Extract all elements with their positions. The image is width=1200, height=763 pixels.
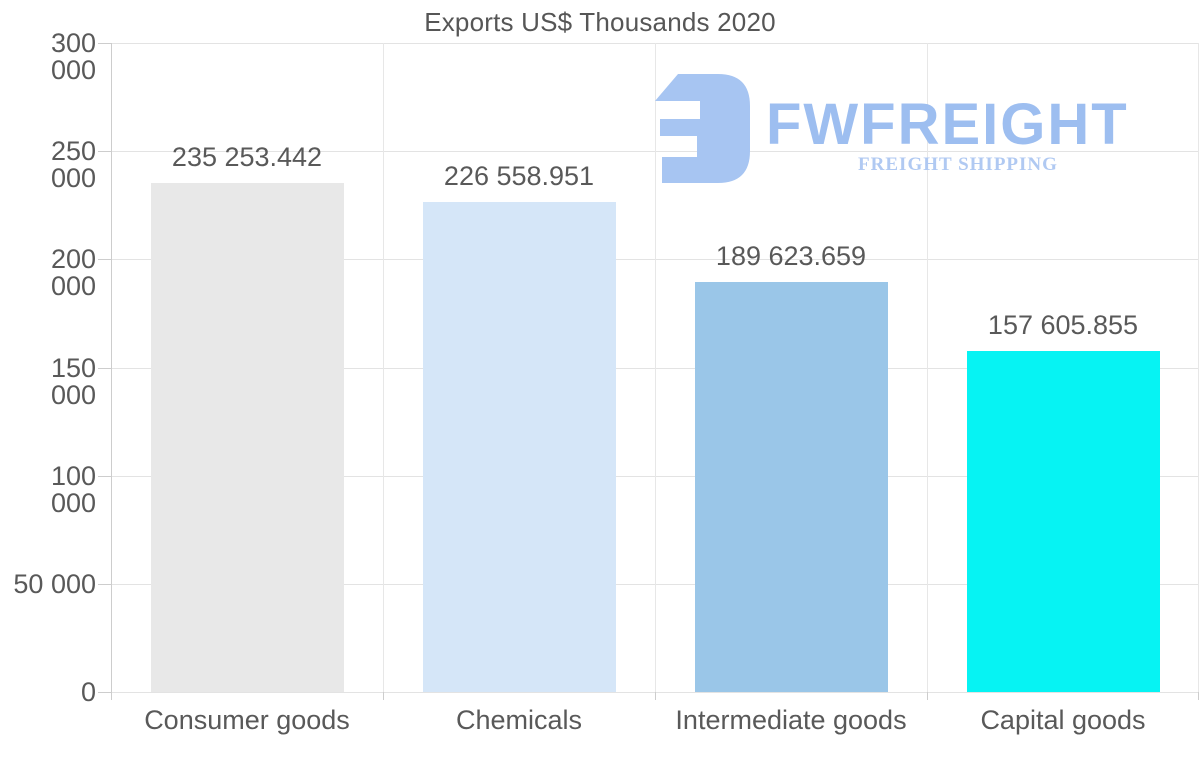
x-tick (383, 692, 384, 700)
x-axis-label: Capital goods (980, 705, 1146, 735)
v-gridline (655, 43, 656, 692)
bar (967, 351, 1160, 692)
x-axis-label: Consumer goods (144, 705, 350, 735)
y-tick (98, 476, 111, 477)
y-axis-label: 300 000 (50, 28, 96, 85)
y-axis-label: 250 000 (50, 136, 96, 193)
brand-watermark: FWFREIGHT FREIGHT SHIPPING (640, 60, 1170, 190)
y-tick (98, 151, 111, 152)
y-tick (98, 43, 111, 44)
bar-value-label: 226 558.951 (443, 161, 595, 191)
x-tick (111, 692, 112, 700)
x-tick (927, 692, 928, 700)
bar (695, 282, 888, 692)
x-axis-label: Chemicals (455, 705, 583, 735)
v-gridline (1198, 43, 1199, 692)
y-tick (98, 692, 111, 693)
y-axis-label: 200 000 (50, 244, 96, 301)
y-axis-label: 150 000 (50, 353, 96, 410)
brand-name: FWFREIGHT (766, 92, 1129, 157)
fwfreight-logo-icon (655, 74, 750, 183)
x-tick (1198, 692, 1199, 700)
y-axis-label: 0 (80, 677, 96, 707)
x-tick (655, 692, 656, 700)
bar (151, 183, 344, 692)
bar-value-label: 189 623.659 (715, 241, 867, 271)
chart-title: Exports US$ Thousands 2020 (424, 7, 776, 37)
bar-value-label: 157 605.855 (987, 310, 1139, 340)
x-axis-label: Intermediate goods (675, 705, 907, 735)
v-gridline (927, 43, 928, 692)
brand-tagline: FREIGHT SHIPPING (858, 154, 1058, 175)
y-tick (98, 368, 111, 369)
plot-area: 0 50 000 100 000 150 000 200 000 250 000 300 0… (13, 30, 1199, 735)
y-axis-line (111, 43, 112, 692)
y-axis-label: 50 000 (13, 569, 96, 599)
v-gridline (383, 43, 384, 692)
bar-value-label: 235 253.442 (171, 142, 323, 172)
y-axis-label: 100 000 (50, 461, 96, 518)
y-tick (98, 584, 111, 585)
bar (423, 202, 616, 692)
y-tick (98, 259, 111, 260)
